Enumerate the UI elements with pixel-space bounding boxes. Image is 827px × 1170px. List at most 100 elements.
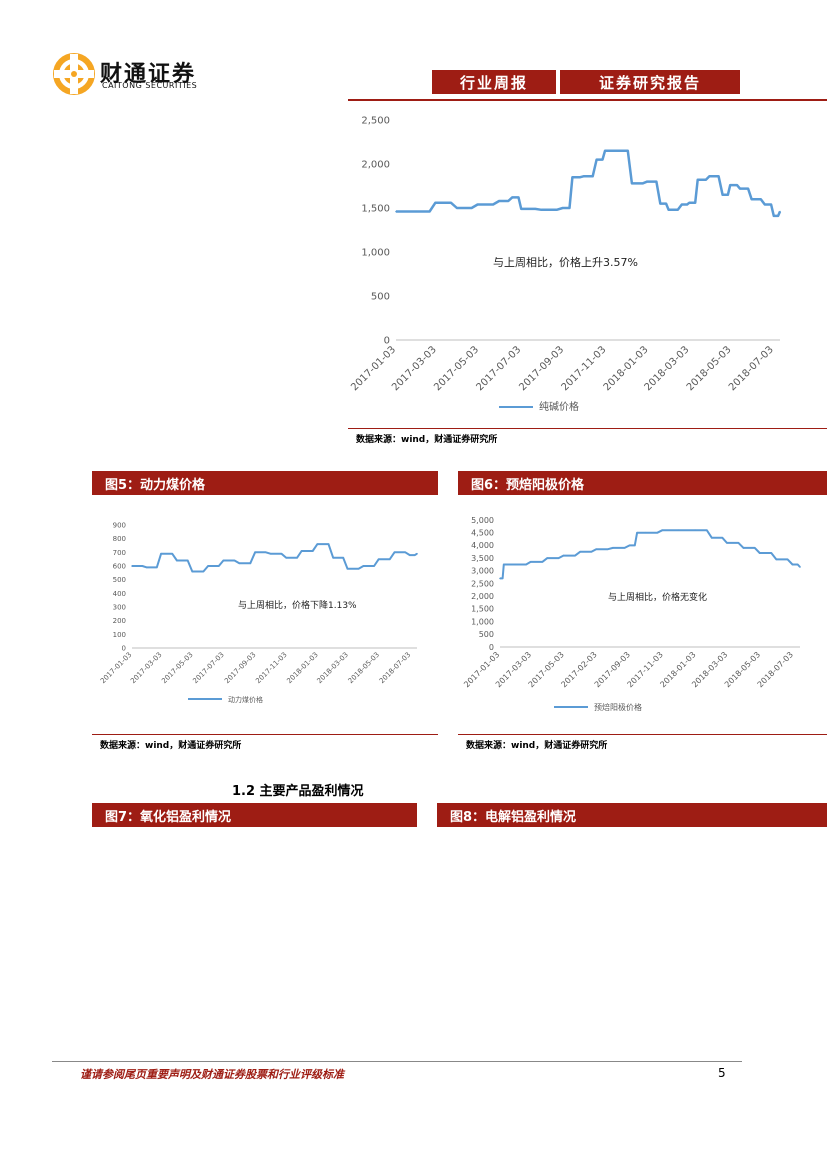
x-tick-label: 2018-05-03 (347, 651, 381, 685)
data-point (285, 557, 288, 559)
data-point (562, 554, 565, 557)
data-point (222, 559, 225, 562)
data-point (595, 158, 598, 161)
header-tab-report: 证券研究报告 (560, 70, 740, 94)
chart-source: 数据来源：wind，财通证券研究所 (356, 435, 498, 445)
data-point (131, 565, 133, 567)
series-line (396, 149, 782, 218)
data-point (546, 557, 549, 559)
data-point (612, 547, 614, 549)
y-tick-label: 0 (489, 643, 494, 652)
data-point (514, 563, 517, 566)
figure-5-caption: 图5：动力煤价格 (92, 471, 438, 495)
data-point (238, 562, 241, 565)
legend-label: 动力煤价格 (228, 695, 263, 704)
data-point (579, 550, 581, 553)
y-tick-label: 5,000 (471, 516, 494, 525)
data-point (636, 531, 638, 534)
data-point (688, 201, 691, 204)
chart-divider (458, 734, 827, 735)
y-tick-label: 4,500 (471, 529, 494, 538)
x-tick-label: 2017-05-03 (160, 651, 194, 685)
data-point (646, 180, 648, 183)
soda-ash-chart: 05001,0001,5002,0002,5002017-01-032017-0… (349, 116, 782, 413)
data-point (772, 215, 775, 217)
figure-7-caption: 图7：氧化铝盈利情况 (92, 803, 417, 827)
data-point (511, 196, 514, 199)
x-tick-label: 2018-03-03 (316, 651, 350, 685)
header-divider (348, 99, 827, 101)
data-point (799, 566, 801, 568)
data-point (191, 570, 194, 573)
data-point (775, 558, 778, 561)
data-point (631, 182, 633, 185)
chart-annotation: 与上周相比，价格上升3.57% (493, 255, 638, 269)
data-point (415, 210, 417, 213)
data-point (377, 558, 380, 560)
data-point (254, 551, 256, 554)
data-point (711, 536, 713, 539)
y-tick-label: 4,000 (471, 541, 494, 550)
x-tick-label: 2017-07-03 (191, 651, 225, 685)
logo-subtext: CAITONG SECURITIES (102, 81, 198, 90)
y-tick-label: 900 (113, 521, 126, 529)
data-point (269, 552, 272, 555)
data-point (316, 543, 319, 545)
figure-8-caption: 图8：电解铝盈利情况 (437, 803, 827, 827)
data-point (416, 552, 418, 555)
data-point (628, 544, 631, 547)
data-point (561, 207, 564, 209)
y-tick-label: 500 (479, 630, 494, 639)
data-point (779, 210, 781, 213)
data-point (758, 552, 761, 554)
y-tick-label: 400 (113, 590, 126, 598)
data-point (498, 200, 500, 202)
y-tick-label: 2,500 (471, 579, 494, 588)
data-point (739, 187, 741, 190)
y-tick-label: 500 (371, 292, 390, 303)
data-point (582, 175, 585, 178)
y-tick-label: 200 (113, 617, 126, 625)
y-tick-label: 1,500 (471, 605, 494, 614)
chart-source: 数据来源：wind，财通证券研究所 (466, 741, 608, 751)
data-point (763, 203, 766, 206)
data-point (726, 542, 728, 544)
prebaked-anode-chart: 0 500 1,000 1,500 2,000 2,500 3,000 3,500 4,000 4… (462, 516, 801, 712)
logo-text: 财通证券 (100, 62, 197, 87)
chart-annotation: 与上周相比，价格下降1.13% (238, 599, 357, 611)
y-tick-label: 0 (122, 644, 126, 652)
data-point (617, 150, 619, 152)
x-tick-label: 2018-07-03 (378, 651, 412, 685)
legend-label: 纯碱价格 (539, 400, 579, 413)
y-tick-label: 800 (113, 535, 126, 543)
data-point (393, 551, 396, 554)
data-point (456, 207, 458, 209)
series-line (132, 543, 418, 573)
y-tick-label: 2,500 (361, 116, 390, 127)
chart-divider (348, 428, 827, 429)
footer-divider (52, 1061, 742, 1062)
chart-annotation: 与上周相比，价格无变化 (608, 591, 707, 603)
data-point (502, 563, 505, 566)
x-tick-label: 2017-11-03 (254, 651, 288, 685)
figure-6-caption: 图6：预焙阳极价格 (458, 471, 827, 495)
data-point (708, 175, 711, 178)
chart-source: 数据来源：wind，财通证券研究所 (100, 741, 242, 751)
data-point (434, 201, 437, 204)
data-point (395, 210, 397, 213)
data-point (659, 202, 662, 205)
y-tick-label: 500 (113, 576, 126, 584)
data-point (595, 548, 598, 551)
y-tick-label: 1,000 (471, 617, 494, 626)
header-tab-weekly: 行业周报 (432, 70, 556, 94)
y-tick-label: 1,500 (361, 204, 390, 215)
data-point (476, 203, 479, 206)
x-tick-label: 2017-09-03 (223, 651, 257, 685)
data-point (160, 552, 162, 555)
data-point (644, 531, 647, 534)
data-point (146, 566, 148, 569)
data-point (176, 559, 178, 562)
data-point (661, 529, 664, 531)
data-point (721, 194, 724, 196)
data-point (604, 150, 606, 152)
